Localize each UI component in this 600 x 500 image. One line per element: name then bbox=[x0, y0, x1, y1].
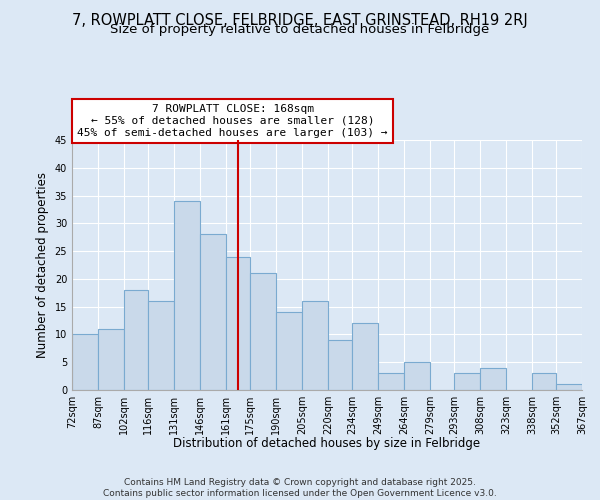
Bar bbox=[124, 290, 148, 390]
Bar bbox=[378, 374, 404, 390]
Bar bbox=[454, 374, 480, 390]
Bar bbox=[352, 324, 378, 390]
Bar bbox=[556, 384, 582, 390]
Text: Contains HM Land Registry data © Crown copyright and database right 2025.
Contai: Contains HM Land Registry data © Crown c… bbox=[103, 478, 497, 498]
Bar bbox=[328, 340, 352, 390]
Bar bbox=[148, 301, 174, 390]
Bar bbox=[250, 274, 276, 390]
Bar bbox=[72, 334, 98, 390]
Bar bbox=[404, 362, 430, 390]
Bar bbox=[226, 256, 250, 390]
X-axis label: Distribution of detached houses by size in Felbridge: Distribution of detached houses by size … bbox=[173, 437, 481, 450]
Text: 7 ROWPLATT CLOSE: 168sqm
← 55% of detached houses are smaller (128)
45% of semi-: 7 ROWPLATT CLOSE: 168sqm ← 55% of detach… bbox=[77, 104, 388, 138]
Bar bbox=[174, 201, 200, 390]
Bar bbox=[480, 368, 506, 390]
Bar bbox=[200, 234, 226, 390]
Bar bbox=[302, 301, 328, 390]
Bar bbox=[276, 312, 302, 390]
Bar bbox=[98, 329, 124, 390]
Y-axis label: Number of detached properties: Number of detached properties bbox=[36, 172, 49, 358]
Bar bbox=[532, 374, 556, 390]
Text: Size of property relative to detached houses in Felbridge: Size of property relative to detached ho… bbox=[110, 22, 490, 36]
Text: 7, ROWPLATT CLOSE, FELBRIDGE, EAST GRINSTEAD, RH19 2RJ: 7, ROWPLATT CLOSE, FELBRIDGE, EAST GRINS… bbox=[72, 12, 528, 28]
